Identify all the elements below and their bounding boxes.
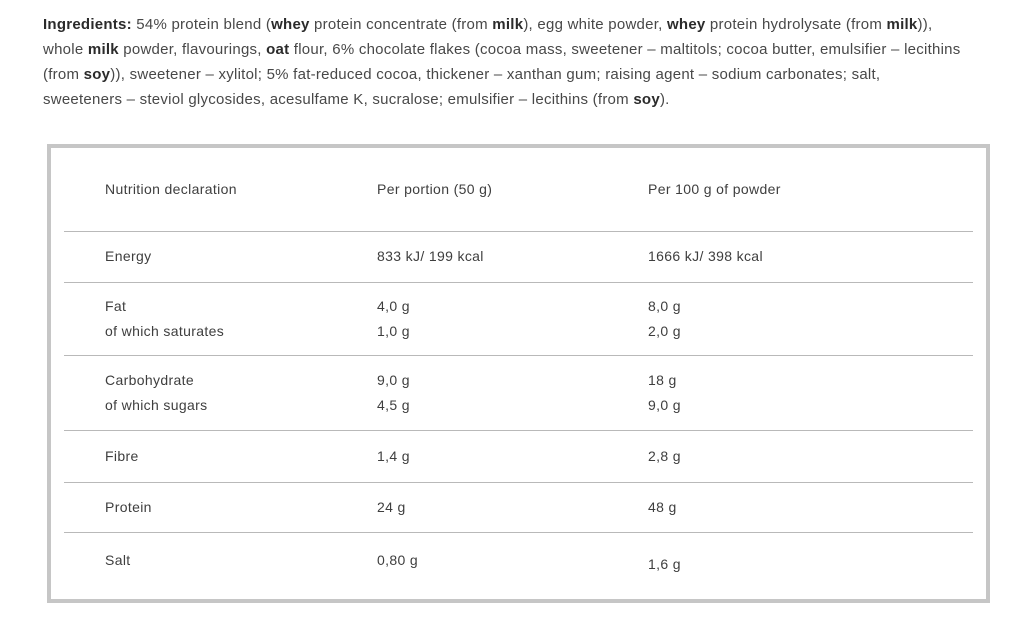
column-header-per-100g: Per 100 g of powder	[648, 181, 781, 197]
nutrient-label: Fibre	[105, 448, 139, 464]
per-100g-value: 1666 kJ/ 398 kcal	[648, 248, 763, 264]
nutrient-label: Fat	[105, 298, 127, 314]
row-group-fibre: Fibre 1,4 g 2,8 g	[64, 430, 973, 482]
per-portion-value: 833 kJ/ 199 kcal	[377, 248, 484, 264]
nutrition-table: Nutrition declaration Per portion (50 g)…	[47, 144, 990, 603]
nutrient-label: of which sugars	[105, 397, 208, 413]
nutrient-label: of which saturates	[105, 323, 225, 339]
per-portion-value: 0,80 g	[377, 552, 419, 568]
table-header-row: Nutrition declaration Per portion (50 g)…	[64, 148, 973, 231]
per-portion-value: 4,5 g	[377, 397, 410, 413]
table-row-carbohydrate: Carbohydrate 9,0 g 18 g	[64, 368, 973, 393]
table-row-protein: Protein 24 g 48 g	[64, 495, 973, 520]
nutrition-table-inner: Nutrition declaration Per portion (50 g)…	[64, 148, 973, 596]
per-portion-value: 4,0 g	[377, 298, 410, 314]
table-row-salt: Salt 0,80 g 1,6 g	[64, 548, 973, 573]
per-100g-value: 48 g	[648, 499, 677, 515]
row-group-energy: Energy 833 kJ/ 199 kcal 1666 kJ/ 398 kca…	[64, 231, 973, 282]
row-group-carbohydrate: Carbohydrate 9,0 g 18 g of which sugars …	[64, 355, 973, 430]
per-100g-value: 18 g	[648, 372, 677, 388]
per-portion-value: 24 g	[377, 499, 406, 515]
table-row-sugars: of which sugars 4,5 g 9,0 g	[64, 393, 973, 418]
ingredients-paragraph: Ingredients: 54% protein blend (whey pro…	[43, 12, 1003, 112]
table-row-fat: Fat 4,0 g 8,0 g	[64, 294, 973, 319]
per-100g-value: 2,8 g	[648, 448, 681, 464]
per-100g-value: 9,0 g	[648, 397, 681, 413]
per-100g-value: 1,6 g	[648, 556, 681, 572]
table-row-fibre: Fibre 1,4 g 2,8 g	[64, 444, 973, 469]
column-header-nutrition-declaration: Nutrition declaration	[105, 181, 237, 197]
row-group-protein: Protein 24 g 48 g	[64, 482, 973, 532]
row-group-fat: Fat 4,0 g 8,0 g of which saturates 1,0 g…	[64, 282, 973, 355]
per-100g-value: 2,0 g	[648, 323, 681, 339]
per-100g-value: 8,0 g	[648, 298, 681, 314]
column-header-per-portion: Per portion (50 g)	[377, 181, 493, 197]
nutrient-label: Protein	[105, 499, 152, 515]
table-row-energy: Energy 833 kJ/ 199 kcal 1666 kJ/ 398 kca…	[64, 244, 973, 269]
ingredients-line: (from soy)), sweetener – xylitol; 5% fat…	[43, 66, 881, 83]
per-portion-value: 1,0 g	[377, 323, 410, 339]
nutrient-label: Salt	[105, 552, 131, 568]
per-portion-value: 1,4 g	[377, 448, 410, 464]
ingredients-line: Ingredients: 54% protein blend (whey pro…	[43, 16, 933, 33]
table-row-saturates: of which saturates 1,0 g 2,0 g	[64, 319, 973, 344]
per-portion-value: 9,0 g	[377, 372, 410, 388]
ingredients-line: whole milk powder, flavourings, oat flou…	[43, 41, 961, 58]
ingredients-line: sweeteners – steviol glycosides, acesulf…	[43, 91, 670, 108]
row-group-salt: Salt 0,80 g 1,6 g	[64, 532, 973, 596]
nutrient-label: Energy	[105, 248, 152, 264]
nutrient-label: Carbohydrate	[105, 372, 195, 388]
